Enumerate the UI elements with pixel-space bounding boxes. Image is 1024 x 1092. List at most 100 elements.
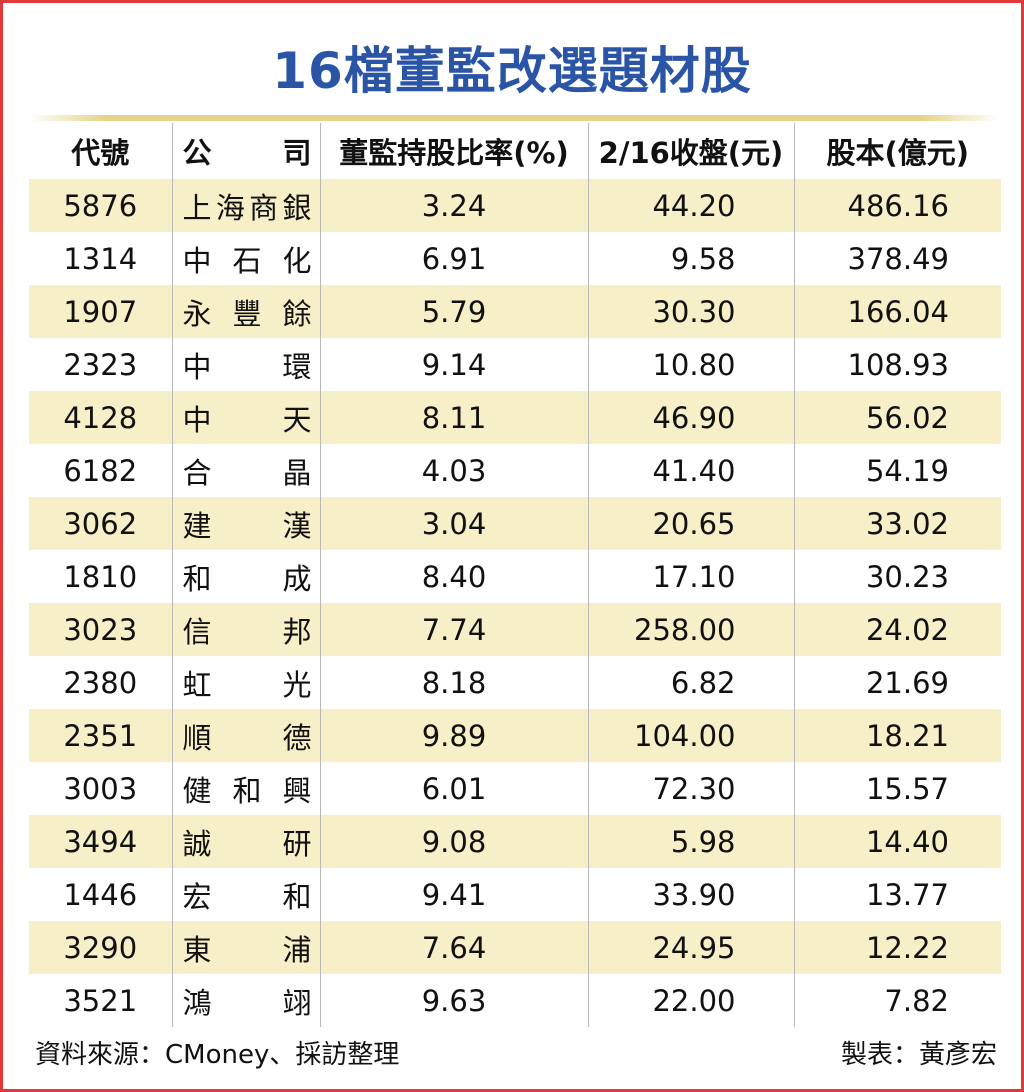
company-name-char: 東 bbox=[182, 932, 212, 967]
stock-code: 4128 bbox=[29, 391, 173, 444]
company-name: 東浦 bbox=[172, 921, 321, 974]
table-row: 6182 合晶 4.03 41.40 54.19 bbox=[29, 444, 1001, 497]
holding-ratio: 8.11 bbox=[320, 391, 589, 444]
company-name: 上海商銀 bbox=[172, 179, 321, 232]
share-capital: 30.23 bbox=[865, 559, 949, 594]
company-name-char: 誠 bbox=[182, 826, 212, 861]
company-name-char: 研 bbox=[282, 826, 312, 861]
header-company: 公 司 bbox=[172, 123, 321, 179]
company-name-char: 信 bbox=[182, 614, 212, 649]
company-name-char: 中 bbox=[182, 349, 212, 384]
share-capital: 18.21 bbox=[794, 709, 1001, 762]
stock-code: 2351 bbox=[29, 709, 173, 762]
stock-code: 6182 bbox=[29, 444, 173, 497]
closing-price: 5.98 bbox=[588, 815, 795, 868]
stock-table: 代號 公 司 董監持股比率(%) 2/16收盤(元) 股本(億元) 5876 上海… bbox=[29, 123, 1001, 1027]
table-row: 3062 建漢 3.04 20.65 33.02 bbox=[29, 497, 1001, 550]
company-name-char: 海 bbox=[215, 190, 245, 225]
closing-price: 44.20 bbox=[588, 179, 795, 232]
company-name-char: 和 bbox=[182, 561, 212, 596]
source-note: 資料來源：CMoney、採訪整理 bbox=[35, 1039, 400, 1070]
stock-code: 3062 bbox=[29, 497, 173, 550]
stock-code: 3521 bbox=[29, 974, 173, 1027]
maker-note: 製表：黃彥宏 bbox=[840, 1039, 997, 1070]
stock-code: 5876 bbox=[29, 179, 173, 232]
share-capital: 486.16 bbox=[794, 179, 1001, 232]
table-row: 4128 中天 8.11 46.90 56.02 bbox=[29, 391, 1001, 444]
company-name-char: 宏 bbox=[182, 879, 212, 914]
holding-ratio: 8.18 bbox=[320, 656, 589, 709]
share-capital: 14.40 bbox=[794, 815, 1001, 868]
share-capital: 24.02 bbox=[794, 603, 1001, 656]
holding-ratio: 6.91 bbox=[320, 232, 589, 285]
holding-ratio: 9.89 bbox=[320, 709, 589, 762]
table-row: 1810 和成 8.40 17.10 30.23 bbox=[29, 550, 1001, 603]
header-company-char: 公 bbox=[182, 136, 212, 170]
closing-price: 104.00 bbox=[588, 709, 795, 762]
table-row: 1446 宏 和 9.41 33.90 13.77 bbox=[29, 868, 1001, 921]
company-name-char: 天 bbox=[282, 402, 312, 437]
share-capital: 13.77 bbox=[865, 877, 949, 912]
holding-ratio: 3.24 bbox=[320, 179, 589, 232]
company-name-char: 光 bbox=[282, 667, 312, 702]
closing-price: 24.95 bbox=[588, 921, 795, 974]
company-name-char: 豐 bbox=[232, 296, 262, 331]
stock-code: 3290 bbox=[29, 921, 173, 974]
company-name-char: 銀 bbox=[282, 190, 312, 225]
stock-code: 2323 bbox=[29, 338, 173, 391]
stock-code: 1446 bbox=[29, 868, 173, 921]
company-name-char: 永 bbox=[182, 296, 212, 331]
page-title: 16檔董監改選題材股 bbox=[272, 42, 752, 100]
company-name-char: 成 bbox=[282, 561, 312, 596]
company-name-char: 興 bbox=[282, 773, 312, 808]
company-name: 順德 bbox=[172, 709, 321, 762]
holding-ratio: 9.63 bbox=[320, 974, 589, 1027]
table-row: 2351 順德 9.89 104.00 18.21 bbox=[29, 709, 1001, 762]
closing-price: 20.65 bbox=[588, 497, 795, 550]
stock-code: 2380 bbox=[29, 656, 173, 709]
closing-price: 10.80 bbox=[588, 338, 795, 391]
company-name: 信邦 bbox=[172, 603, 321, 656]
company-name-char: 商 bbox=[249, 190, 279, 225]
table-row: 1314 中石化 6.91 9.58 378.49 bbox=[29, 232, 1001, 285]
company-name-char: 石 bbox=[232, 243, 262, 278]
company-name-char: 浦 bbox=[282, 932, 312, 967]
company-name-char: 建 bbox=[182, 508, 212, 543]
holding-ratio: 9.14 bbox=[320, 338, 589, 391]
table-row: 2380 虹光 8.18 6.82 21.69 bbox=[29, 656, 1001, 709]
share-capital: 56.02 bbox=[794, 391, 1001, 444]
company-name: 和成 bbox=[172, 550, 321, 603]
holding-ratio: 9.08 bbox=[320, 815, 589, 868]
holding-ratio: 6.01 bbox=[320, 762, 589, 815]
company-name-char: 上 bbox=[182, 190, 212, 225]
share-capital: 166.04 bbox=[794, 285, 1001, 338]
company-name: 中天 bbox=[172, 391, 321, 444]
closing-price: 33.90 bbox=[588, 868, 795, 921]
stock-code: 3494 bbox=[29, 815, 173, 868]
share-capital: 12.22 bbox=[794, 921, 1001, 974]
company-name-char: 環 bbox=[282, 349, 312, 384]
share-capital: 54.19 bbox=[865, 453, 949, 488]
footer: 資料來源：CMoney、採訪整理 製表：黃彥宏 bbox=[29, 1031, 997, 1073]
holding-ratio: 3.04 bbox=[320, 497, 589, 550]
company-name-char: 中 bbox=[182, 243, 212, 278]
closing-price: 6.82 bbox=[588, 656, 795, 709]
company-name-char: 晶 bbox=[282, 455, 312, 490]
table-row: 5876 上海商銀 3.24 44.20 486.16 bbox=[29, 179, 1001, 232]
closing-price: 30.30 bbox=[588, 285, 795, 338]
table-row: 3023 信邦 7.74 258.00 24.02 bbox=[29, 603, 1001, 656]
table-row: 3521 鴻翊 9.63 22.00 7.82 bbox=[29, 974, 1001, 1027]
table-row: 3290 東浦 7.64 24.95 12.22 bbox=[29, 921, 1001, 974]
holding-ratio: 9.41 bbox=[320, 868, 589, 921]
company-name-char: 和 bbox=[282, 879, 312, 914]
closing-price: 41.40 bbox=[588, 444, 795, 497]
header-ratio: 董監持股比率(%) bbox=[320, 123, 589, 179]
share-capital: 108.93 bbox=[847, 347, 949, 382]
company-name: 建漢 bbox=[172, 497, 321, 550]
company-name-char: 合 bbox=[182, 455, 212, 490]
stock-code: 3003 bbox=[29, 762, 173, 815]
stock-code: 1810 bbox=[29, 550, 173, 603]
company-name: 永豐餘 bbox=[172, 285, 321, 338]
company-name-char: 邦 bbox=[282, 614, 312, 649]
